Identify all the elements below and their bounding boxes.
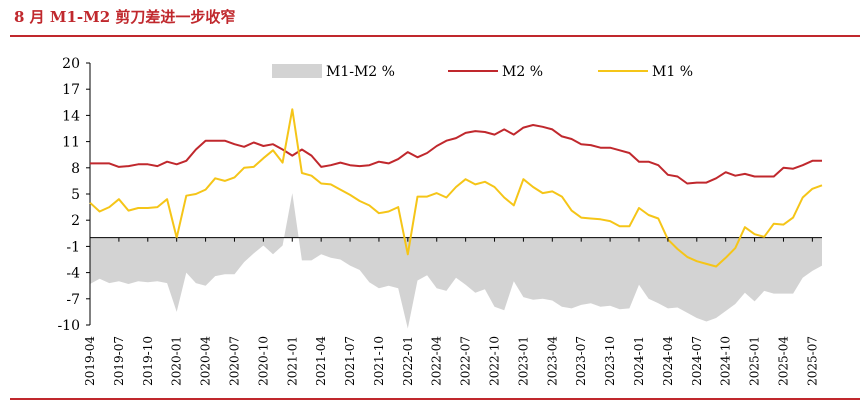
x-tick-label: 2020-07 [228,336,242,386]
x-tick-label: 2023-07 [574,336,588,386]
y-tick-label: -7 [66,292,80,308]
x-tick-label: 2025-01 [748,336,762,386]
x-tick-label: 2022-07 [459,336,473,386]
x-tick-label: 2022-10 [488,336,502,386]
series-m2-line [90,124,822,185]
y-tick-label: 11 [62,135,80,151]
x-tick-label: 2023-01 [516,336,530,386]
y-tick-label: 8 [71,161,80,177]
x-tick-label: 2022-01 [401,336,415,386]
x-tick-label: 2020-01 [170,336,184,386]
y-tick-label: -1 [66,239,80,255]
x-tick-label: 2022-04 [430,336,444,386]
y-tick-label: -10 [57,318,80,334]
legend-m1-m2-swatch [272,64,322,78]
x-tick-label: 2021-10 [372,336,386,386]
x-tick-label: 2021-07 [343,336,357,386]
legend-m1-label: M1 % [652,64,693,80]
legend-m2-label: M2 % [502,64,543,80]
y-tick-label: 5 [71,187,80,203]
x-tick-label: 2024-07 [690,336,704,386]
y-tick-label: 20 [62,56,80,72]
x-tick-label: 2023-10 [603,336,617,386]
x-tick-label: 2020-04 [199,336,213,386]
x-tick-label: 2024-10 [719,336,733,386]
series-m1-m2-area [90,193,822,329]
x-tick-label: 2020-10 [256,336,270,386]
series-m1-line [89,108,823,268]
x-tick-label: 2024-04 [661,336,675,386]
y-tick-label: -4 [66,266,80,282]
x-tick-label: 2019-04 [83,336,97,386]
y-tick-label: 14 [62,108,80,124]
x-tick-label: 2025-04 [777,336,791,386]
y-tick-label: 2 [71,213,80,229]
x-tick-label: 2021-04 [314,336,328,386]
x-tick-label: 2019-07 [112,336,126,386]
legend-m1-m2-label: M1-M2 % [326,64,395,80]
chart-title: 8 月 M1-M2 剪刀差进一步收窄 [14,8,236,26]
x-tick-label: 2024-01 [632,336,646,386]
x-tick-label: 2023-04 [545,336,559,386]
y-tick-label: 17 [62,82,80,98]
x-tick-label: 2025-07 [805,336,819,386]
x-tick-label: 2019-10 [141,336,155,386]
x-tick-label: 2021-01 [285,336,299,386]
